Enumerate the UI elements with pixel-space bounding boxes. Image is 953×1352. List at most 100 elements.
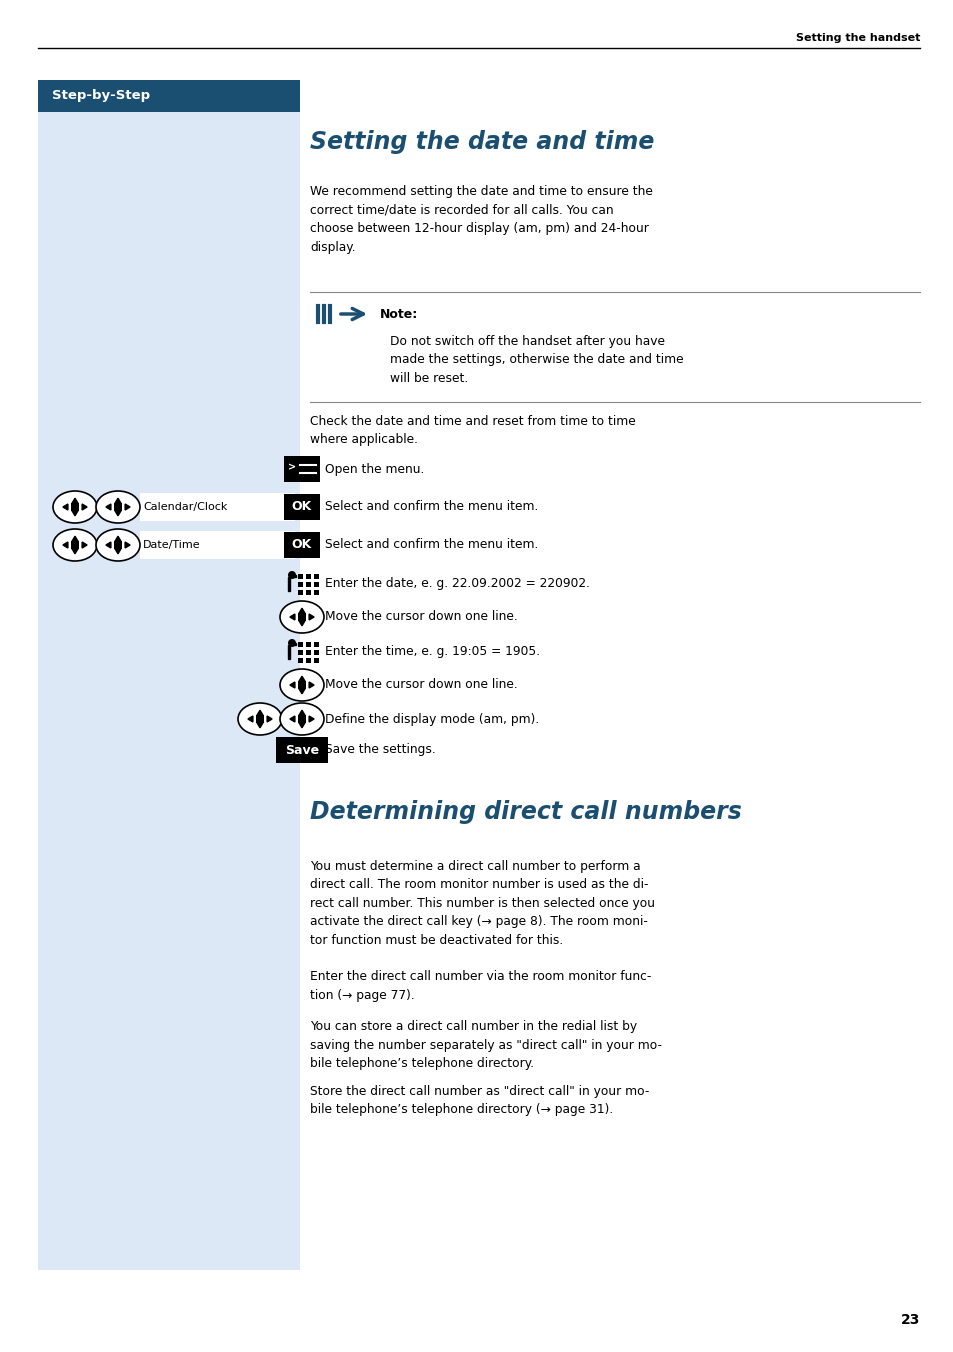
Polygon shape	[288, 644, 295, 658]
FancyBboxPatch shape	[306, 658, 311, 662]
Polygon shape	[82, 504, 87, 510]
Text: Move the cursor down one line.: Move the cursor down one line.	[325, 611, 517, 623]
FancyBboxPatch shape	[297, 581, 303, 587]
Text: We recommend setting the date and time to ensure the
correct time/date is record: We recommend setting the date and time t…	[310, 185, 652, 254]
Text: Determining direct call numbers: Determining direct call numbers	[310, 800, 741, 823]
Polygon shape	[298, 710, 305, 715]
Polygon shape	[125, 542, 130, 548]
Ellipse shape	[96, 529, 140, 561]
Text: Define the display mode (am, pm).: Define the display mode (am, pm).	[325, 713, 538, 726]
FancyBboxPatch shape	[314, 575, 318, 579]
FancyBboxPatch shape	[297, 575, 303, 579]
FancyBboxPatch shape	[297, 642, 303, 648]
FancyBboxPatch shape	[284, 531, 319, 558]
Ellipse shape	[53, 491, 97, 523]
Polygon shape	[309, 717, 314, 722]
FancyBboxPatch shape	[284, 456, 319, 483]
FancyBboxPatch shape	[306, 575, 311, 579]
Polygon shape	[248, 717, 253, 722]
FancyBboxPatch shape	[113, 541, 122, 549]
Polygon shape	[256, 710, 263, 715]
FancyBboxPatch shape	[140, 531, 294, 558]
Text: You must determine a direct call number to perform a
direct call. The room monit: You must determine a direct call number …	[310, 860, 655, 946]
FancyBboxPatch shape	[275, 737, 328, 763]
Polygon shape	[309, 614, 314, 621]
Ellipse shape	[280, 602, 324, 633]
Polygon shape	[288, 575, 295, 591]
Text: Enter the direct call number via the room monitor func-
tion (→ page 77).: Enter the direct call number via the roo…	[310, 969, 651, 1002]
Polygon shape	[298, 621, 305, 626]
FancyBboxPatch shape	[255, 715, 264, 723]
Polygon shape	[71, 549, 78, 554]
FancyBboxPatch shape	[71, 541, 79, 549]
FancyBboxPatch shape	[284, 493, 319, 521]
Text: Move the cursor down one line.: Move the cursor down one line.	[325, 679, 517, 691]
Ellipse shape	[237, 703, 282, 735]
Polygon shape	[125, 504, 130, 510]
Text: Enter the date, e. g. 22.09.2002 = 220902.: Enter the date, e. g. 22.09.2002 = 22090…	[325, 576, 589, 589]
Text: Date/Time: Date/Time	[143, 539, 200, 550]
Text: OK: OK	[292, 500, 312, 514]
Text: am: am	[274, 713, 294, 726]
Polygon shape	[309, 681, 314, 688]
FancyBboxPatch shape	[38, 80, 299, 112]
Polygon shape	[298, 723, 305, 727]
Text: Store the direct call number as "direct call" in your mo-
bile telephone’s telep: Store the direct call number as "direct …	[310, 1086, 649, 1117]
FancyBboxPatch shape	[314, 658, 318, 662]
FancyBboxPatch shape	[314, 581, 318, 587]
Polygon shape	[115, 511, 121, 516]
Text: Do not switch off the handset after you have
made the settings, otherwise the da: Do not switch off the handset after you …	[390, 335, 683, 385]
Polygon shape	[267, 717, 272, 722]
Text: You can store a direct call number in the redial list by
saving the number separ: You can store a direct call number in th…	[310, 1019, 661, 1069]
FancyBboxPatch shape	[297, 650, 303, 654]
FancyBboxPatch shape	[38, 112, 299, 1270]
FancyBboxPatch shape	[306, 589, 311, 595]
FancyBboxPatch shape	[306, 581, 311, 587]
Polygon shape	[298, 688, 305, 694]
FancyBboxPatch shape	[71, 503, 79, 511]
Circle shape	[288, 639, 295, 648]
Text: 23: 23	[900, 1313, 919, 1328]
Polygon shape	[71, 498, 78, 503]
Text: Open the menu.: Open the menu.	[325, 462, 424, 476]
Text: Save: Save	[285, 744, 318, 757]
FancyBboxPatch shape	[314, 589, 318, 595]
Text: Step-by-Step: Step-by-Step	[52, 89, 150, 103]
Polygon shape	[290, 614, 294, 621]
Text: Setting the handset: Setting the handset	[795, 32, 919, 43]
Polygon shape	[71, 537, 78, 541]
Polygon shape	[71, 511, 78, 516]
Text: Select and confirm the menu item.: Select and confirm the menu item.	[325, 538, 537, 552]
FancyBboxPatch shape	[297, 589, 303, 595]
FancyBboxPatch shape	[297, 681, 306, 690]
FancyBboxPatch shape	[306, 642, 311, 648]
Polygon shape	[115, 537, 121, 541]
Text: >: >	[288, 462, 295, 472]
Polygon shape	[290, 681, 294, 688]
FancyBboxPatch shape	[297, 658, 303, 662]
Text: Setting the date and time: Setting the date and time	[310, 130, 654, 154]
Polygon shape	[298, 676, 305, 681]
FancyBboxPatch shape	[314, 650, 318, 654]
Polygon shape	[63, 504, 68, 510]
FancyBboxPatch shape	[306, 650, 311, 654]
FancyBboxPatch shape	[297, 715, 306, 723]
Text: OK: OK	[292, 538, 312, 552]
Text: Save the settings.: Save the settings.	[325, 744, 436, 757]
Text: Check the date and time and reset from time to time
where applicable.: Check the date and time and reset from t…	[310, 415, 635, 446]
Polygon shape	[115, 549, 121, 554]
Polygon shape	[256, 723, 263, 727]
Polygon shape	[106, 542, 111, 548]
Polygon shape	[298, 608, 305, 614]
Polygon shape	[290, 717, 294, 722]
Ellipse shape	[96, 491, 140, 523]
Ellipse shape	[280, 669, 324, 700]
Circle shape	[288, 571, 295, 579]
Polygon shape	[106, 504, 111, 510]
Text: Enter the time, e. g. 19:05 = 1905.: Enter the time, e. g. 19:05 = 1905.	[325, 645, 539, 657]
Polygon shape	[115, 498, 121, 503]
Text: Calendar/Clock: Calendar/Clock	[143, 502, 227, 512]
FancyBboxPatch shape	[297, 612, 306, 621]
FancyBboxPatch shape	[140, 493, 294, 521]
Ellipse shape	[53, 529, 97, 561]
